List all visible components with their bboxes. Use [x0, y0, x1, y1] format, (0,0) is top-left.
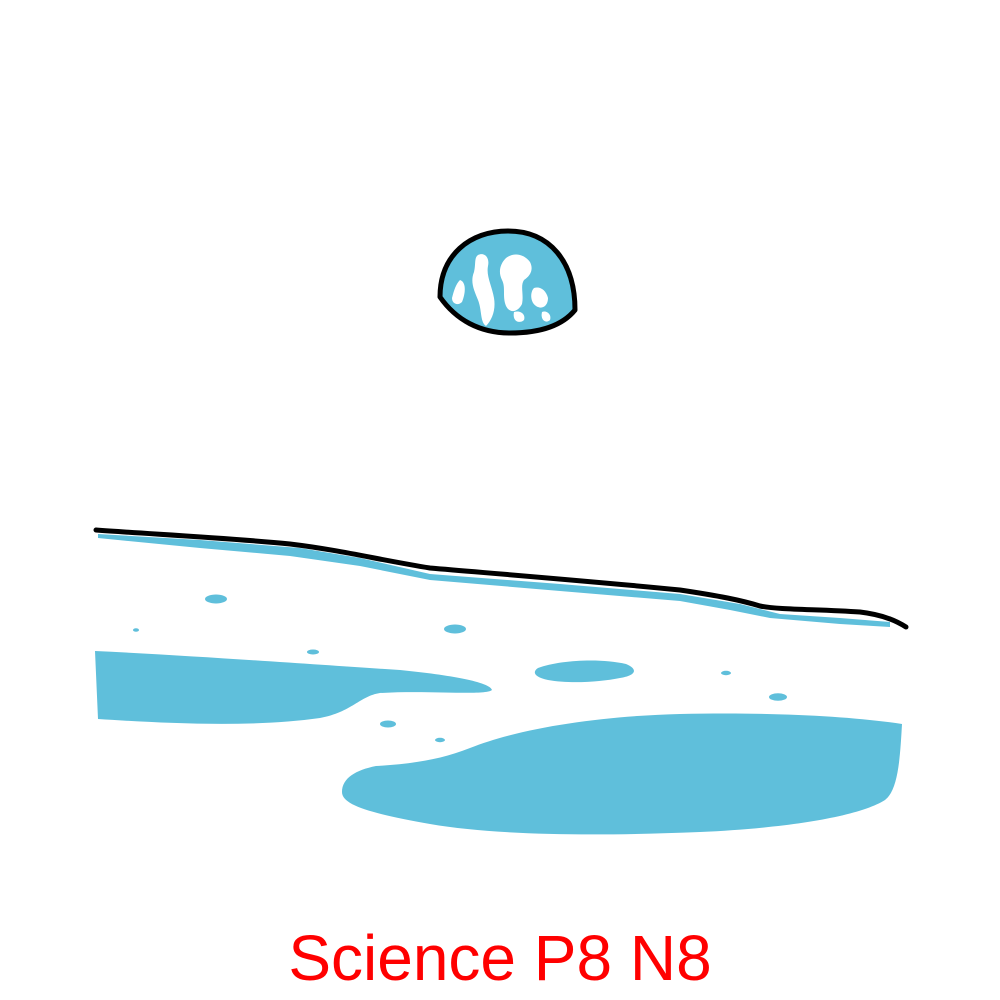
earth-continents — [452, 254, 551, 326]
caption-label: Science P8 N8 — [288, 922, 712, 994]
crater-shadow-right — [342, 713, 902, 835]
earth-icon — [437, 228, 578, 336]
earth-outline — [437, 228, 578, 336]
crater-shadow-center — [534, 660, 634, 683]
horizon-shadow — [98, 534, 890, 627]
surface-pebbles — [133, 594, 787, 743]
horizon-line — [93, 527, 909, 630]
lunar-surface — [93, 527, 909, 835]
crater-shadow-left — [95, 651, 492, 724]
